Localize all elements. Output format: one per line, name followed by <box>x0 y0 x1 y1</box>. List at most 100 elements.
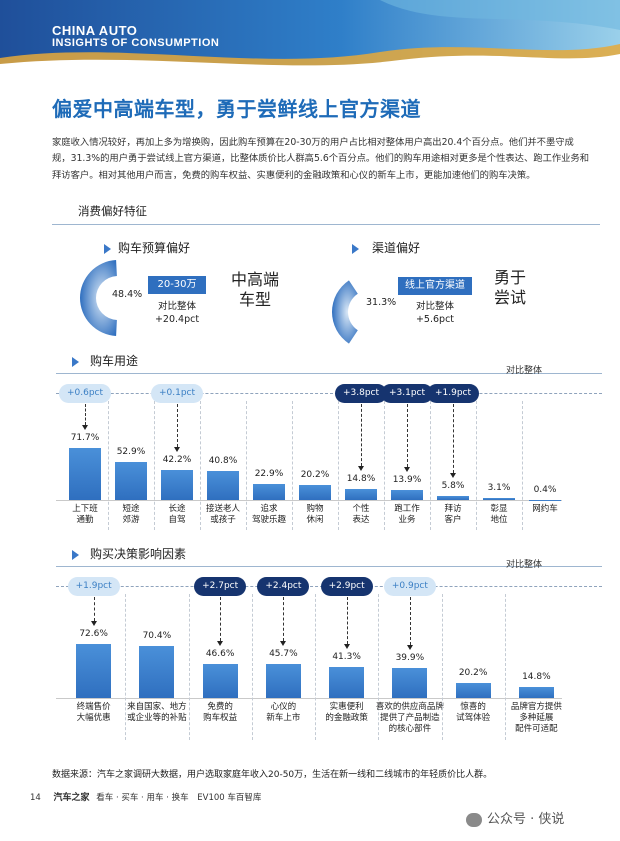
triangle-bullet-icon <box>72 550 79 560</box>
column-separator <box>200 401 201 530</box>
bar-value-label: 5.8% <box>441 480 465 491</box>
budget-compare-label: 对比整体 <box>157 301 196 312</box>
category-label: 追求 驾驶乐趣 <box>251 504 286 525</box>
category-label: 上下班 通勤 <box>72 504 98 525</box>
category-label: 购物 休闲 <box>306 504 324 525</box>
column-separator <box>292 401 293 530</box>
page-title: 偏爱中高端车型，勇于尝鲜线上官方渠道 <box>52 97 421 121</box>
bar <box>76 644 111 698</box>
column-separator <box>315 594 316 740</box>
factors-title-line <box>56 566 602 567</box>
watermark: 公众号 · 侠说 <box>466 808 564 827</box>
footer-sub: EV100 车百智库 <box>197 793 262 803</box>
header-wave-graphic <box>0 0 620 70</box>
category-label: 实惠便利 的金融政策 <box>325 702 368 723</box>
arrowhead-icon <box>82 425 88 431</box>
compare-pill: +3.8pct <box>335 384 387 403</box>
compare-arrow <box>85 404 86 426</box>
channel-arc <box>332 280 358 344</box>
channel-tag: 线上官方渠道 <box>398 277 472 295</box>
category-label: 跑工作 业务 <box>394 504 420 525</box>
bar-value-label: 42.2% <box>162 454 192 465</box>
compare-arrow <box>409 597 411 646</box>
arrowhead-icon <box>406 645 413 651</box>
channel-compare-value: +5.6pct <box>415 314 455 325</box>
page-footer: 14 汽车之家 看车 · 买车 · 用车 · 换车 EV100 车百智库 <box>30 790 261 803</box>
column-separator <box>430 401 431 530</box>
column-separator <box>378 594 380 740</box>
triangle-bullet-icon <box>72 357 79 367</box>
channel-highlight-line1: 勇于 <box>493 268 526 287</box>
compare-pill: +0.1pct <box>151 384 203 403</box>
compare-arrow <box>93 597 95 622</box>
column-separator <box>154 401 155 530</box>
factors-title: 购买决策影响因素 <box>90 547 187 561</box>
compare-pill: +0.9pct <box>383 577 436 596</box>
channel-compare-label: 对比整体 <box>415 301 454 312</box>
arrowhead-icon <box>450 472 456 478</box>
category-label: 免费的 购车权益 <box>203 702 238 723</box>
column-separator <box>504 594 506 740</box>
bar <box>436 495 470 500</box>
bar-value-label: 70.4% <box>142 630 172 641</box>
bar <box>482 497 516 500</box>
bar-value-label: 13.9% <box>392 474 422 485</box>
channel-title: 渠道偏好 <box>372 241 421 255</box>
category-label: 拜访 客户 <box>444 504 462 525</box>
category-label: 终端售价 大幅优惠 <box>76 702 111 723</box>
bar-value-label: 52.9% <box>116 446 146 457</box>
arrowhead-icon <box>404 466 410 472</box>
wechat-icon <box>466 812 482 827</box>
budget-arc <box>80 260 117 336</box>
column-separator <box>125 594 127 740</box>
header-text: CHINA AUTO INSIGHTS OF CONSUMPTION <box>52 24 219 50</box>
bar <box>518 687 554 698</box>
bar <box>329 667 364 698</box>
channel-highlight-line2: 尝试 <box>493 288 526 307</box>
bar <box>252 483 286 500</box>
header-line2: INSIGHTS OF CONSUMPTION <box>52 37 220 49</box>
chart-baseline <box>56 500 562 501</box>
category-label: 心仪的 新车上市 <box>266 702 301 723</box>
chart-baseline <box>56 698 562 699</box>
compare-pill: +2.9pct <box>320 577 373 596</box>
section-divider <box>52 224 600 225</box>
category-label: 长途 自驾 <box>168 504 186 525</box>
bar <box>68 448 102 500</box>
column-separator <box>338 401 339 530</box>
column-separator <box>476 401 477 530</box>
bar-value-label: 46.6% <box>205 648 235 659</box>
category-label: 短途 郊游 <box>122 504 140 525</box>
header-banner: CHINA AUTO INSIGHTS OF CONSUMPTION <box>0 0 620 70</box>
compare-dashed-line <box>56 393 602 394</box>
category-label: 惊喜的 试驾体验 <box>456 702 491 723</box>
category-label: 彰显 地位 <box>490 504 508 525</box>
bar-value-label: 45.7% <box>269 649 298 660</box>
bar <box>392 668 428 698</box>
channel-ring-chart <box>332 280 358 344</box>
budget-pct: 48.4% <box>112 289 143 300</box>
compare-pill: +2.7pct <box>194 577 247 596</box>
budget-title: 购车预算偏好 <box>118 241 191 255</box>
bar <box>139 645 175 698</box>
usage-title-line <box>56 373 602 374</box>
bar <box>160 469 194 500</box>
channel-compare: 对比整体 +5.6pct <box>398 300 472 326</box>
bar <box>114 461 148 500</box>
compare-pill: +2.4pct <box>257 577 310 596</box>
arrowhead-icon <box>343 644 350 650</box>
bar-value-label: 14.8% <box>346 474 376 485</box>
budget-highlight-line2: 车型 <box>238 290 271 309</box>
category-label: 个性 表达 <box>352 504 370 525</box>
arrowhead-icon <box>174 446 180 452</box>
category-label: 接送老人 或孩子 <box>205 504 240 525</box>
budget-highlight-line1: 中高端 <box>230 270 279 289</box>
bar-value-label: 41.3% <box>332 652 361 663</box>
category-label: 来自国家、地方 或企业等的补贴 <box>127 702 187 723</box>
compare-arrow <box>453 404 454 473</box>
bar-value-label: 3.1% <box>487 482 511 493</box>
bar <box>202 663 238 698</box>
column-separator <box>108 401 109 530</box>
footer-brand: 汽车之家 <box>53 793 90 803</box>
compare-pill: +3.1pct <box>381 384 433 403</box>
